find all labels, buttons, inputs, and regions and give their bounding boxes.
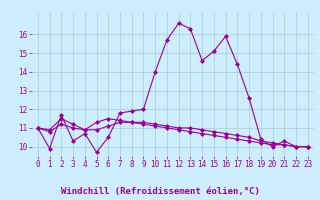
Text: Windchill (Refroidissement éolien,°C): Windchill (Refroidissement éolien,°C) [60, 187, 260, 196]
